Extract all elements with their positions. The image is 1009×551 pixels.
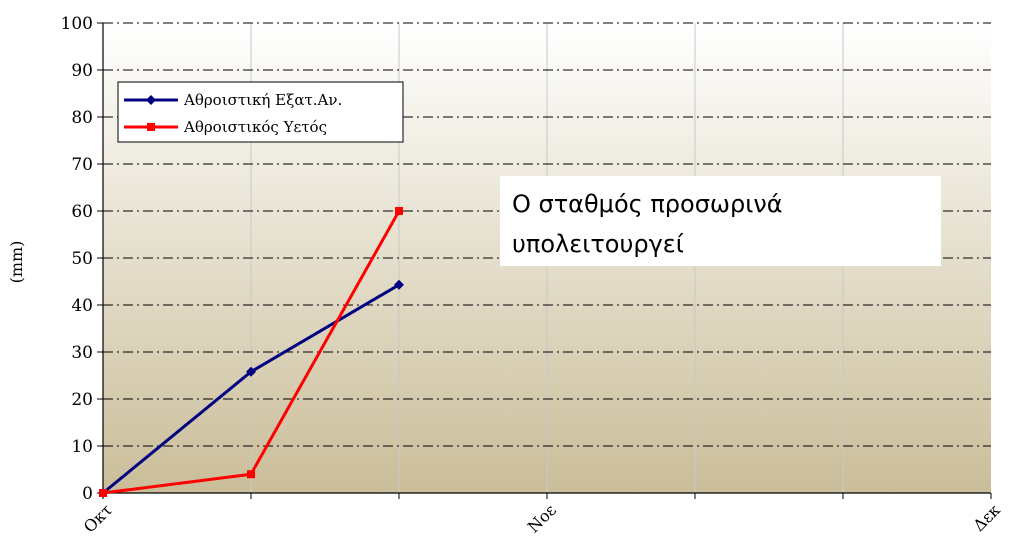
x-tick-labels: Οκτ Νοε Δεκ xyxy=(80,500,1004,536)
series-2-point xyxy=(99,489,107,497)
y-tick-label: 90 xyxy=(71,61,93,81)
series-2-point xyxy=(395,207,403,215)
y-tick-label: 30 xyxy=(71,343,93,363)
y-tick-label: 50 xyxy=(71,249,93,269)
annotation-line-2: υπολειτουργεί xyxy=(512,230,684,258)
series-1-point xyxy=(394,279,404,290)
y-tick-label: 100 xyxy=(61,14,93,34)
annotation-line-1: Ο σταθμός προσωρινά xyxy=(512,190,783,218)
y-tick-label: 20 xyxy=(71,390,93,410)
y-tick-label: 80 xyxy=(71,108,93,128)
legend-label-series-2: Αθροιστικός Υετός xyxy=(183,118,327,136)
y-tick-label: 0 xyxy=(82,484,93,504)
y-tick-label: 70 xyxy=(71,155,93,175)
y-tick-label: 10 xyxy=(71,437,93,457)
legend-label-series-1: Αθροιστική Εξατ.Αν. xyxy=(183,91,342,109)
y-axis-label: (mm) xyxy=(7,241,26,284)
y-tick-labels: 0 10 20 30 40 50 60 70 80 90 100 xyxy=(61,14,93,504)
annotation-box: Ο σταθμός προσωρινά υπολειτουργεί xyxy=(500,176,941,266)
x-tick-label: Οκτ xyxy=(80,500,116,536)
legend-marker-series-1 xyxy=(146,95,156,105)
legend: Αθροιστική Εξατ.Αν. Αθροιστικός Υετός xyxy=(117,81,404,143)
y-tick-label: 40 xyxy=(71,296,93,316)
axes xyxy=(97,22,992,499)
legend-box xyxy=(117,81,404,143)
x-tick-label: Νοε xyxy=(524,500,560,536)
series-group xyxy=(98,207,404,498)
series-1-point xyxy=(246,366,256,377)
x-tick-label: Δεκ xyxy=(969,500,1004,535)
series-2-point xyxy=(247,470,255,479)
legend-marker-series-2 xyxy=(147,123,155,131)
y-tick-label: 60 xyxy=(71,202,93,222)
